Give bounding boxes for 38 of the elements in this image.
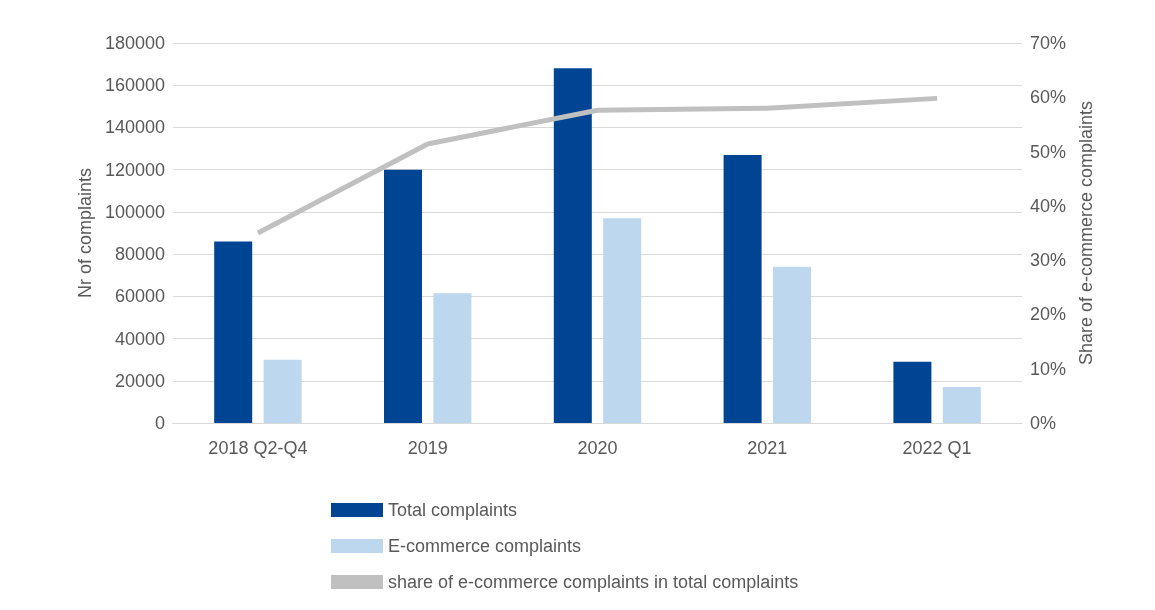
bar [893,361,932,423]
y2-tick-label: 70% [1030,33,1067,53]
legend-label: E-commerce complaints [388,536,582,556]
bar [384,169,422,423]
y2-tick-label: 60% [1030,87,1067,108]
y-tick-label: 120000 [104,159,165,180]
y-tick-label: 180000 [104,33,165,53]
y-axis-title: Nr of complaints [75,167,96,299]
legend-label: Total complaints [388,500,518,520]
x-tick-label: 2018 Q2-Q4 [208,438,308,458]
x-tick-label: 2022 Q1 [902,438,972,458]
y2-axis-title: Share of e-commerce complaints [1075,100,1096,366]
y-tick-label: 0 [154,413,165,433]
legend-label: share of e-commerce complaints in total complaints [388,572,799,592]
y-tick-label: 160000 [104,75,165,96]
bar [603,218,642,423]
y2-tick-label: 0% [1030,413,1057,433]
y-tick-label: 40000 [114,328,165,349]
x-tick-label: 2020 [577,438,618,458]
bar [263,359,302,423]
y-tick-label: 100000 [104,201,165,222]
y2-tick-label: 50% [1030,141,1067,162]
bar [773,266,811,423]
bar [553,68,592,423]
y-tick-label: 20000 [114,370,165,391]
y2-tick-label: 20% [1030,304,1067,325]
bar [723,154,762,423]
y2-tick-label: 30% [1030,250,1067,271]
y-tick-label: 140000 [104,117,165,138]
x-tick-label: 2019 [407,438,448,458]
y-tick-label: 80000 [114,244,165,265]
y2-tick-label: 40% [1030,195,1067,216]
bar [214,241,253,423]
bar [433,293,472,423]
x-tick-label: 2021 [747,438,788,458]
y-tick-label: 60000 [114,286,165,307]
y2-tick-label: 10% [1030,358,1067,379]
bar [942,387,981,423]
